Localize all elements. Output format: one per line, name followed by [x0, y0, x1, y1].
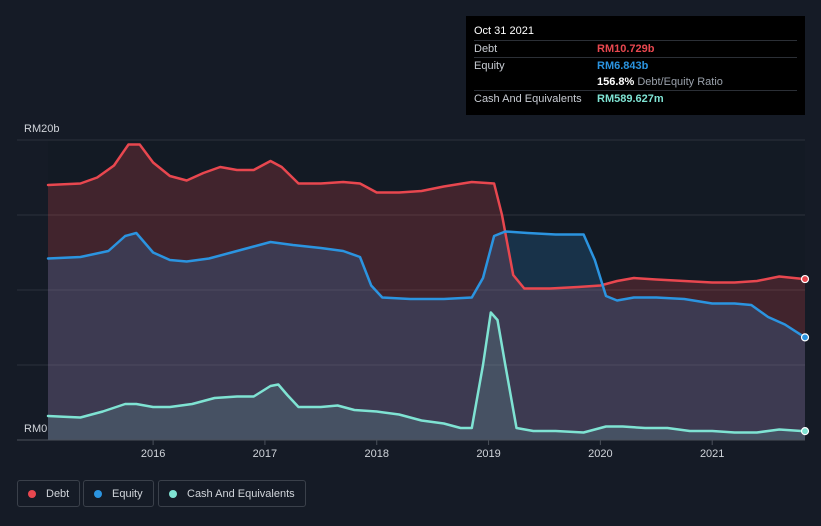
- tooltip-row-debt: Debt RM10.729b: [474, 40, 797, 57]
- legend-label-cash: Cash And Equivalents: [187, 487, 295, 500]
- tooltip-equity-value: RM6.843b: [597, 60, 649, 72]
- series-areas: [48, 144, 805, 440]
- tooltip-panel: Oct 31 2021 Debt RM10.729b Equity RM6.84…: [466, 16, 805, 115]
- tooltip-cash-value: RM589.627m: [597, 93, 664, 105]
- x-tick-label: 2017: [253, 448, 277, 460]
- cash-end-point[interactable]: [800, 427, 810, 436]
- legend-label-debt: Debt: [46, 487, 70, 500]
- x-tick-label: 2020: [588, 448, 612, 460]
- debt-area: [48, 144, 805, 440]
- tooltip-row-cash: Cash And Equivalents RM589.627m: [474, 90, 797, 107]
- equity-end-point[interactable]: [800, 333, 810, 342]
- debt-end-point[interactable]: [800, 274, 810, 284]
- debt-line: [46, 143, 807, 290]
- legend-label-equity: Equity: [112, 487, 143, 500]
- equity-line: [46, 230, 807, 339]
- legend-item-cash[interactable]: Cash And Equivalents: [158, 480, 306, 507]
- tooltip-row-equity: Equity RM6.843b: [474, 57, 797, 74]
- x-tick-label: 2016: [141, 448, 165, 460]
- x-axis-ticks: 2016 2017 2018 2019 2020 2021: [141, 440, 724, 460]
- tooltip-cash-label: Cash And Equivalents: [474, 93, 582, 105]
- legend-dot-debt-icon: [28, 489, 36, 498]
- x-tick-label: 2021: [700, 448, 724, 460]
- y-tick-label-top: RM20b: [24, 123, 59, 135]
- legend-item-debt[interactable]: Debt: [17, 480, 81, 507]
- tooltip-ratio-value: 156.8%: [597, 76, 635, 88]
- equity-area: [48, 231, 805, 440]
- tooltip-debt-label: Debt: [474, 43, 498, 55]
- y-tick-label-bottom: RM0: [24, 423, 47, 435]
- legend-dot-cash-icon: [169, 489, 177, 498]
- series-lines: [46, 143, 807, 434]
- x-tick-label: 2019: [476, 448, 500, 460]
- series-end-markers: [800, 274, 810, 436]
- tooltip-equity-label: Equity: [474, 60, 505, 72]
- tooltip-ratio-label: Debt/Equity Ratio: [637, 76, 723, 88]
- tooltip-row-ratio: 156.8% Debt/Equity Ratio: [474, 74, 797, 90]
- x-tick-label: 2018: [364, 448, 388, 460]
- legend-dot-equity-icon: [94, 489, 102, 498]
- cash-area: [48, 312, 805, 440]
- tooltip-date: Oct 31 2021: [474, 25, 534, 37]
- tooltip-debt-value: RM10.729b: [597, 43, 655, 55]
- cash-line: [46, 311, 807, 434]
- legend-item-equity[interactable]: Equity: [83, 480, 154, 507]
